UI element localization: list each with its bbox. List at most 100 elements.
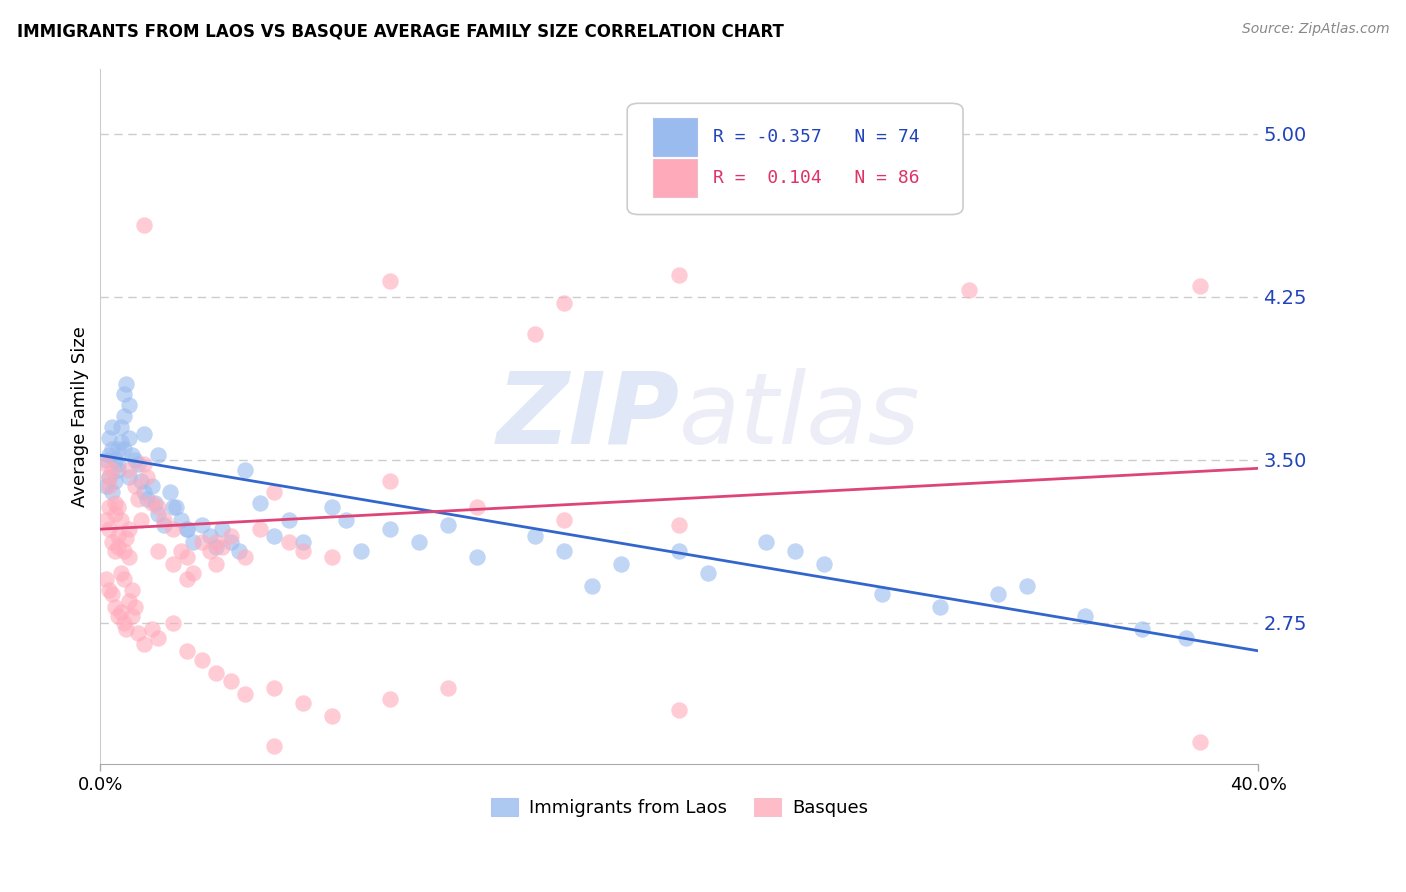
Point: [112, 572, 135, 586]
Point: [118, 431, 141, 445]
Point: [335, 513, 357, 527]
Point: [98, 500, 121, 515]
Point: [112, 442, 135, 456]
Point: [98, 448, 121, 462]
Point: [870, 587, 893, 601]
Point: [219, 535, 242, 549]
Point: [135, 491, 157, 506]
Point: [233, 463, 256, 477]
Point: [378, 691, 401, 706]
Point: [176, 644, 198, 658]
Point: [132, 485, 155, 500]
Point: [610, 557, 633, 571]
Point: [118, 463, 141, 477]
Point: [1015, 579, 1038, 593]
Point: [553, 296, 575, 310]
Point: [176, 550, 198, 565]
Point: [104, 544, 127, 558]
Point: [159, 485, 181, 500]
Point: [101, 485, 124, 500]
Point: [181, 535, 204, 549]
Point: [115, 531, 138, 545]
Point: [176, 522, 198, 536]
Point: [249, 522, 271, 536]
Point: [141, 496, 163, 510]
FancyBboxPatch shape: [652, 118, 697, 156]
Point: [813, 557, 835, 571]
Point: [1189, 735, 1212, 749]
Point: [107, 609, 129, 624]
Point: [263, 529, 285, 543]
Point: [523, 529, 546, 543]
Point: [112, 409, 135, 424]
Point: [98, 431, 121, 445]
Point: [170, 513, 193, 527]
Point: [1174, 631, 1197, 645]
Point: [110, 566, 132, 580]
Point: [378, 275, 401, 289]
Point: [162, 522, 184, 536]
Point: [176, 572, 198, 586]
Point: [107, 529, 129, 543]
Point: [104, 496, 127, 510]
Point: [200, 544, 222, 558]
Point: [162, 615, 184, 630]
Text: R = -0.357   N = 74: R = -0.357 N = 74: [713, 128, 920, 145]
Point: [668, 517, 690, 532]
Point: [118, 594, 141, 608]
Point: [928, 600, 950, 615]
Point: [190, 517, 212, 532]
Point: [107, 500, 129, 515]
Point: [135, 470, 157, 484]
Point: [110, 435, 132, 450]
Point: [205, 665, 228, 680]
Point: [465, 500, 488, 515]
Point: [249, 496, 271, 510]
Point: [141, 622, 163, 636]
Point: [291, 696, 314, 710]
FancyBboxPatch shape: [652, 160, 697, 197]
Point: [153, 513, 176, 527]
Point: [127, 457, 149, 471]
Point: [148, 500, 170, 515]
Point: [110, 420, 132, 434]
Point: [132, 218, 155, 232]
Point: [465, 550, 488, 565]
Point: [118, 398, 141, 412]
Point: [110, 605, 132, 619]
Point: [101, 442, 124, 456]
Point: [1189, 278, 1212, 293]
Point: [668, 544, 690, 558]
Point: [127, 626, 149, 640]
Point: [408, 535, 430, 549]
Point: [378, 522, 401, 536]
Point: [104, 452, 127, 467]
Point: [190, 652, 212, 666]
Point: [205, 535, 228, 549]
Point: [118, 470, 141, 484]
Point: [162, 557, 184, 571]
Point: [181, 566, 204, 580]
Text: Source: ZipAtlas.com: Source: ZipAtlas.com: [1241, 22, 1389, 37]
Point: [141, 479, 163, 493]
Point: [263, 485, 285, 500]
Point: [148, 631, 170, 645]
Point: [190, 535, 212, 549]
Y-axis label: Average Family Size: Average Family Size: [72, 326, 89, 507]
Point: [121, 609, 143, 624]
Point: [104, 507, 127, 521]
Point: [118, 522, 141, 536]
Point: [277, 513, 299, 527]
Point: [121, 448, 143, 462]
Point: [957, 283, 980, 297]
Point: [124, 452, 146, 467]
Point: [110, 513, 132, 527]
Point: [987, 587, 1010, 601]
Point: [104, 600, 127, 615]
Point: [170, 544, 193, 558]
Point: [143, 496, 166, 510]
Point: [162, 500, 184, 515]
Point: [112, 615, 135, 630]
Point: [148, 448, 170, 462]
Point: [697, 566, 720, 580]
